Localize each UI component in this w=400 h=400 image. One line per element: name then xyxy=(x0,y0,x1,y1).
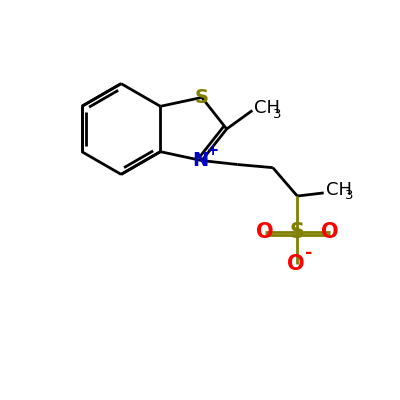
Text: CH: CH xyxy=(326,181,352,199)
Text: S: S xyxy=(195,88,209,107)
Text: S: S xyxy=(290,222,305,242)
Text: O: O xyxy=(321,222,338,242)
Text: O: O xyxy=(256,222,274,242)
Text: N: N xyxy=(192,151,208,170)
Text: 3: 3 xyxy=(273,108,282,120)
Text: CH: CH xyxy=(254,100,280,118)
Text: +: + xyxy=(206,143,218,158)
Text: -: - xyxy=(306,244,313,262)
Text: 3: 3 xyxy=(345,189,353,202)
Text: O: O xyxy=(287,254,304,274)
